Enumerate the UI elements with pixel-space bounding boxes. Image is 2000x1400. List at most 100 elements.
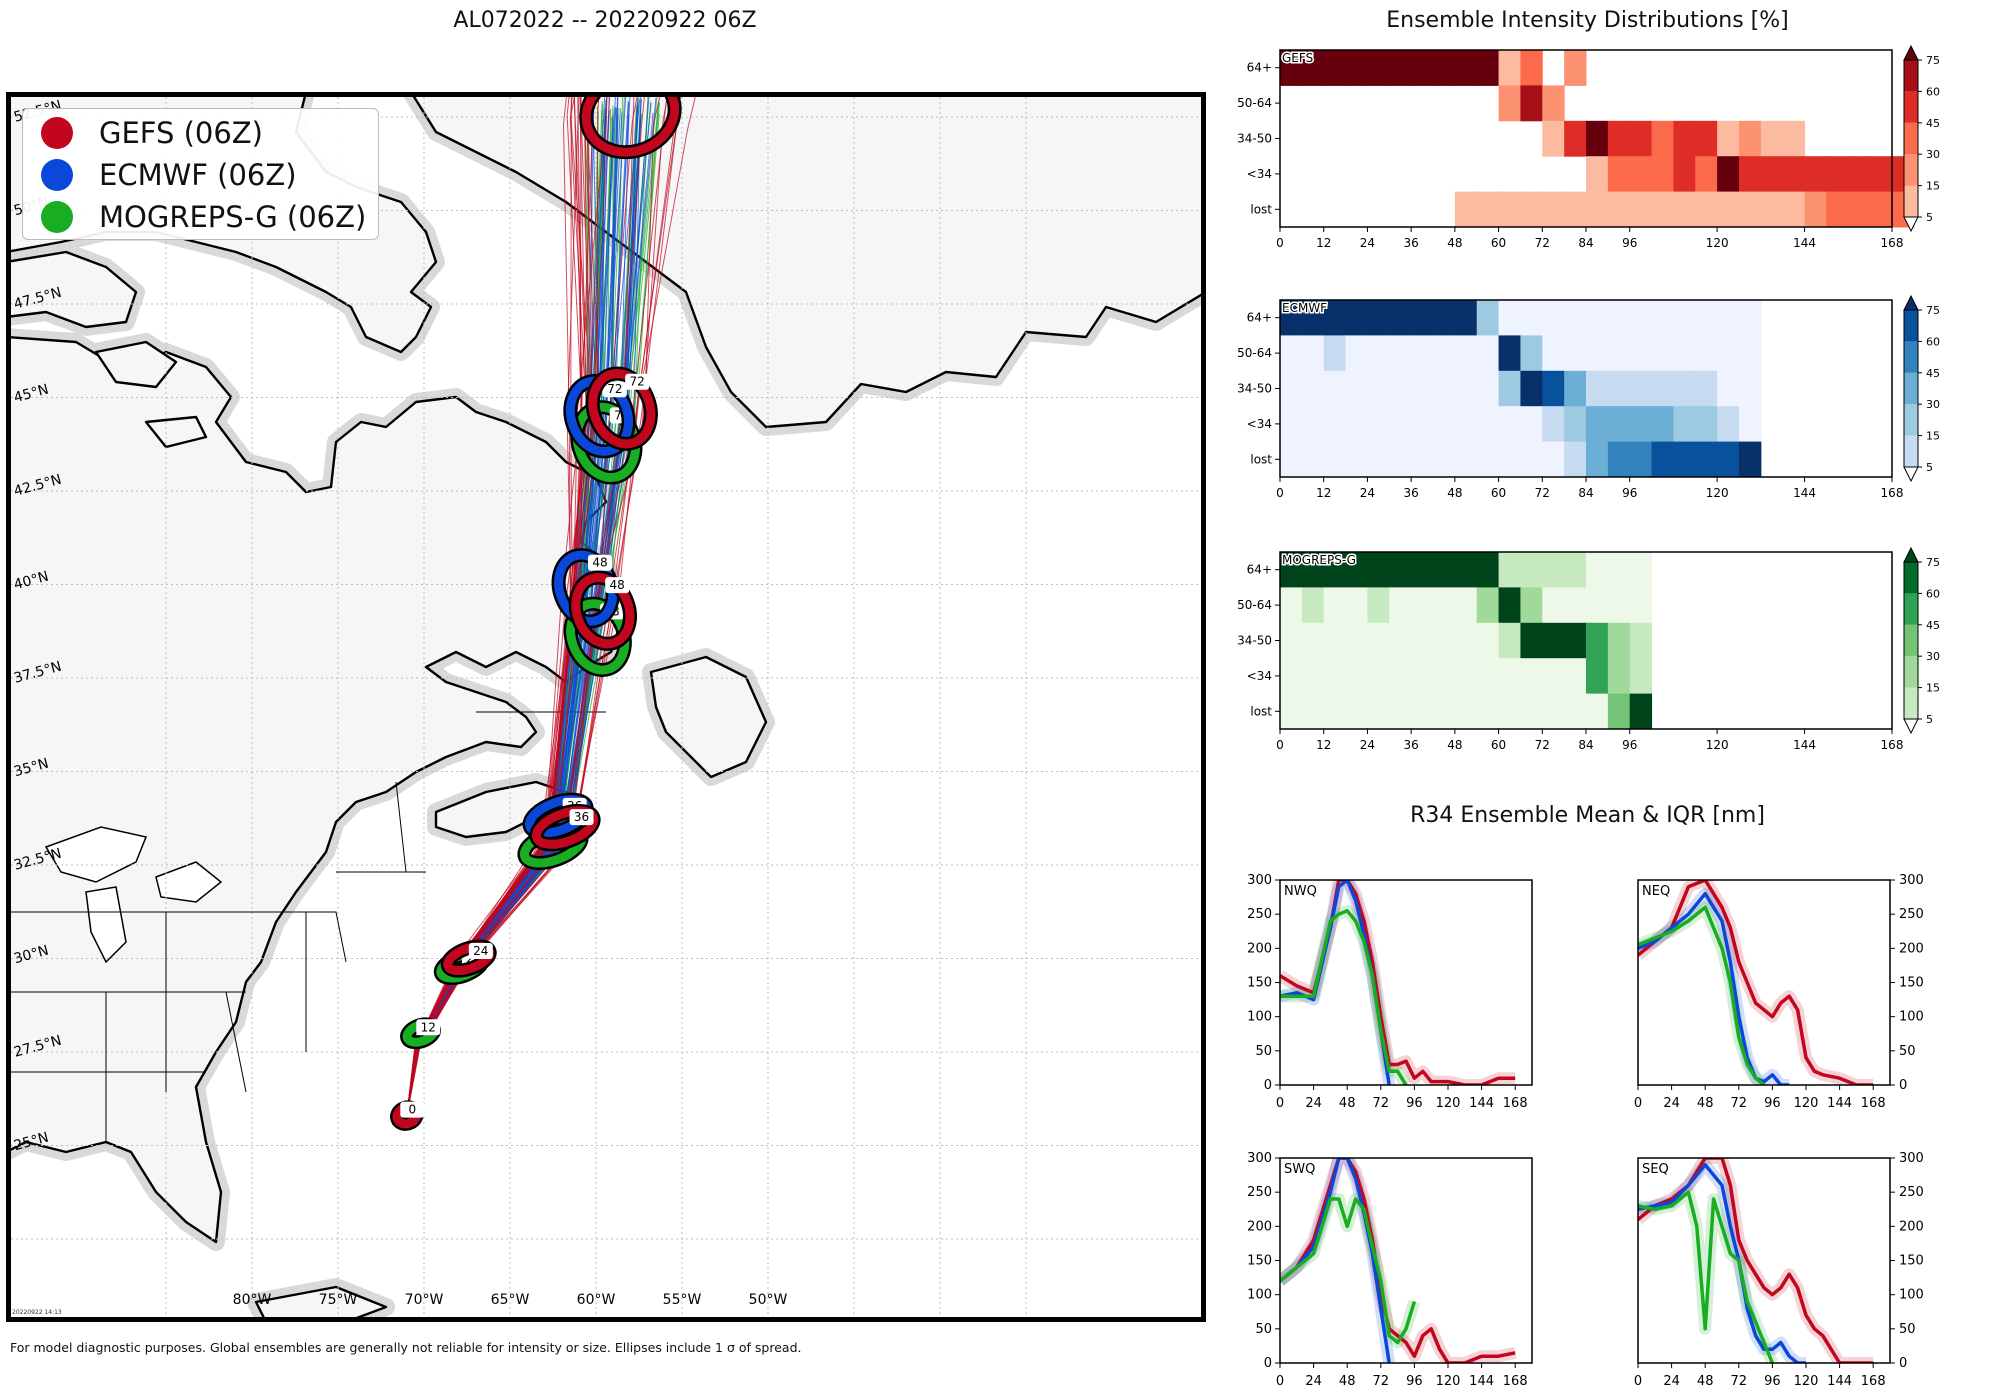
x-tick-label: 72 (1373, 1096, 1390, 1111)
heatmap-cell (1607, 441, 1631, 478)
colorbar-segment (1904, 435, 1918, 467)
heatmap-cell (1433, 50, 1456, 86)
colorbar-segment (1904, 687, 1918, 719)
heatmap-cell (1301, 587, 1325, 624)
heatmap-cell (1564, 191, 1587, 228)
longitude-labels: 80°W 75°W 70°W 65°W 60°W 55°W 50°W (233, 1292, 788, 1308)
colorbar-segment (1904, 593, 1918, 625)
heatmap-cell (1564, 120, 1587, 157)
heatmap-cell (1607, 552, 1631, 588)
heatmap-cell (1498, 587, 1521, 624)
heatmap-cell (1323, 552, 1347, 588)
x-tick-label: 0 (1634, 1374, 1642, 1389)
lon-label: 75°W (319, 1292, 358, 1308)
heatmap-cell (1695, 300, 1718, 336)
x-tick-label: 36 (1404, 738, 1419, 752)
heatmap-cell (1345, 552, 1368, 588)
heatmap-cell (1564, 622, 1587, 659)
x-tick-label: 24 (1360, 486, 1375, 500)
r34-mean-line (1280, 1158, 1391, 1363)
heatmap-cell (1607, 622, 1631, 659)
forecast-ellipse: 96 (579, 95, 682, 160)
heatmap-cell (1389, 622, 1412, 659)
forecast-ellipse: 72 (585, 366, 658, 451)
heatmap-cell (1739, 156, 1762, 193)
heatmap-cell (1454, 587, 1478, 624)
heatmap-cell (1389, 370, 1412, 407)
y-tick-label: 50 (1899, 1322, 1916, 1337)
heatmap-cell (1629, 552, 1653, 588)
heatmap-cell (1433, 441, 1456, 478)
y-tick-label: 100 (1899, 1010, 1924, 1025)
heatmap-cell (1454, 300, 1478, 336)
heatmap-cell (1607, 335, 1631, 372)
heatmap-cell (1367, 552, 1390, 588)
x-tick-label: 24 (1663, 1374, 1680, 1389)
heatmap-cell (1739, 370, 1762, 407)
heatmap-cell (1607, 693, 1631, 730)
heatmap-cell (1520, 587, 1543, 624)
heatmap-cell (1717, 441, 1740, 478)
heatmap-cell (1301, 300, 1325, 336)
heatmap-model-label: ECMWF (1282, 301, 1327, 315)
heatmap-cell (1607, 406, 1631, 443)
y-tick-label: 150 (1247, 976, 1272, 991)
heatmap-cell (1695, 370, 1718, 407)
heatmap-cell (1629, 406, 1653, 443)
heatmap-cell (1389, 552, 1412, 588)
heatmap-cell (1323, 622, 1347, 659)
x-tick-label: 72 (1535, 486, 1550, 500)
legend: GEFS (06Z) ECMWF (06Z) MOGREPS-G (06Z) (22, 108, 379, 240)
heatmap-cell (1651, 191, 1674, 228)
y-tick-label: 34-50 (1237, 634, 1272, 648)
heatmap-cell (1389, 693, 1412, 730)
map-frame (6, 92, 1206, 1322)
heatmap-model-label: MOGREPS-G (1282, 553, 1356, 567)
heatmap-cell (1454, 191, 1478, 228)
heatmap-cell (1804, 191, 1827, 228)
heatmap-cell (1520, 85, 1543, 122)
y-tick-label: <34 (1247, 417, 1272, 431)
heatmap-cell (1301, 370, 1325, 407)
colorbar-segment (1904, 372, 1918, 405)
heatmap-cell (1280, 370, 1303, 407)
x-tick-label: 48 (1697, 1374, 1714, 1389)
x-tick-label: 72 (1535, 236, 1550, 250)
heatmap-cell (1301, 693, 1325, 730)
heatmap-cell (1367, 370, 1390, 407)
svg-text:48: 48 (592, 556, 607, 570)
colorbar-tick-label: 45 (1926, 117, 1940, 130)
colorbar: 5 15 30 45 60 75 (1903, 294, 1940, 483)
forecast-ellipse: 48 (568, 570, 637, 651)
x-tick-label: 120 (1794, 1096, 1819, 1111)
colorbar-min-arrow (1903, 718, 1919, 735)
r34-mean-line (1638, 880, 1874, 1085)
heatmap-cell (1345, 658, 1368, 695)
colorbar-segment (1904, 154, 1918, 186)
heatmap-cell (1782, 120, 1806, 157)
heatmap-cell (1673, 191, 1696, 228)
heatmap-cell (1695, 120, 1718, 157)
svg-text:72: 72 (607, 382, 622, 396)
x-tick-label: 60 (1491, 738, 1506, 752)
svg-text:0: 0 (408, 1103, 416, 1117)
footnote: For model diagnostic purposes. Global en… (10, 1340, 802, 1355)
gefs-intensity-heatmap: GEFS 64+ 50-64 34-50 <34 lost 0 12 24 36 48 60 72 84 9… (1237, 44, 1940, 250)
heatmap-cell (1520, 191, 1543, 228)
heatmap-cell (1564, 552, 1587, 588)
heatmap-cell (1629, 587, 1653, 624)
y-tick-label: 50 (1899, 1044, 1916, 1059)
heatmap-cell (1804, 156, 1827, 193)
x-tick-label: 144 (1827, 1096, 1852, 1111)
colorbar-tick-label: 45 (1926, 367, 1940, 380)
r34-mean-line (1638, 1190, 1775, 1363)
x-tick-label: 144 (1469, 1374, 1494, 1389)
heatmap-cell (1389, 335, 1412, 372)
heatmap-cell (1542, 120, 1565, 157)
heatmap-cell (1323, 441, 1347, 478)
x-tick-label: 48 (1447, 486, 1462, 500)
legend-item-ecmwf: ECMWF (06Z) (41, 155, 297, 195)
heatmap-cell (1629, 191, 1653, 228)
heatmap-cell (1280, 335, 1303, 372)
colorbar-tick-label: 30 (1926, 398, 1940, 411)
